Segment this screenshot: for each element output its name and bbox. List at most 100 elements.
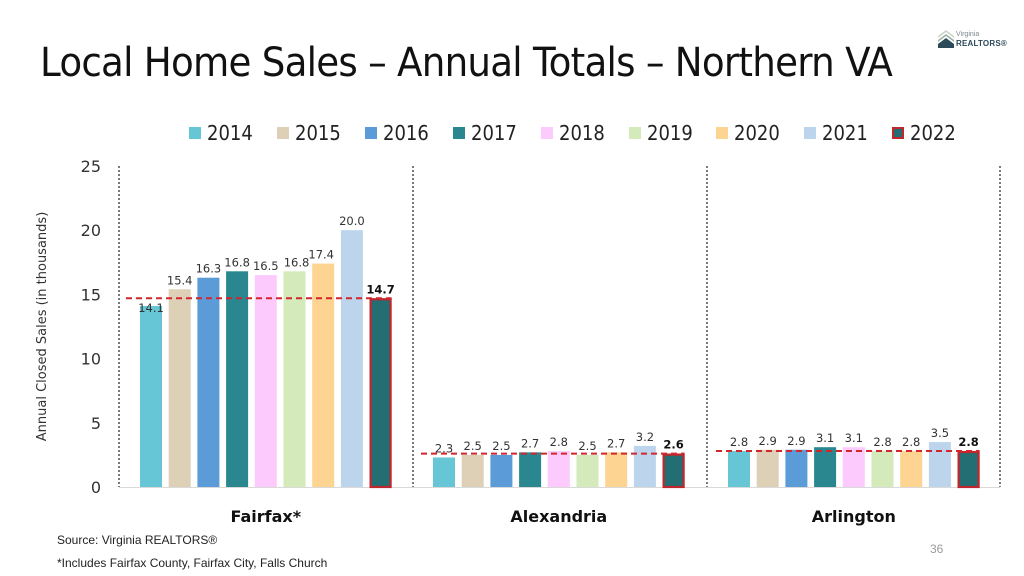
data-label: 2.5 <box>578 439 596 453</box>
virginia-realtors-logo: Virginia REALTORS® <box>938 30 1018 52</box>
category-label: Fairfax* <box>230 507 301 526</box>
bar-2020-fairfax <box>312 263 335 487</box>
y-tick-label: 20 <box>81 221 101 240</box>
bar-2017-fairfax <box>226 271 249 487</box>
data-label: 2.7 <box>521 436 539 450</box>
data-label: 3.5 <box>931 426 949 440</box>
legend-label: 2016 <box>382 121 429 145</box>
y-tick-label: 10 <box>81 350 101 369</box>
data-label: 2.8 <box>550 435 568 449</box>
data-label: 2.8 <box>902 435 920 449</box>
legend-label: 2020 <box>734 121 781 145</box>
chart-legend: 2014 2015 2016 2017 2018 2019 2020 2021 2022 <box>189 120 980 146</box>
bar-2020-alexandria <box>605 452 628 487</box>
legend-label: 2017 <box>470 121 517 145</box>
legend-item-2016: 2016 <box>364 121 434 145</box>
legend-item-2015: 2015 <box>276 121 346 145</box>
legend-swatch <box>364 127 377 139</box>
data-label: 2.6 <box>663 438 683 452</box>
bar-2015-fairfax <box>168 289 191 487</box>
bar-2019-alexandria <box>576 454 599 487</box>
bar-2022-alexandria <box>662 453 685 489</box>
data-label: 3.1 <box>816 431 834 445</box>
y-tick-label: 25 <box>81 157 101 176</box>
data-label: 2.8 <box>958 435 978 449</box>
source-note: Source: Virginia REALTORS® <box>57 533 218 547</box>
bar-2016-alexandria <box>490 454 513 487</box>
bar-2018-fairfax <box>254 275 277 487</box>
legend-label: 2022 <box>910 121 957 145</box>
data-label: 2.8 <box>730 435 748 449</box>
data-label: 14.7 <box>366 282 394 296</box>
data-label: 15.4 <box>167 273 193 287</box>
legend-label: 2019 <box>646 121 693 145</box>
legend-swatch <box>892 127 905 139</box>
bar-2015-alexandria <box>461 454 484 487</box>
bar-2014-arlington <box>728 451 750 487</box>
data-label: 16.5 <box>253 259 279 273</box>
legend-item-2020: 2020 <box>716 121 785 145</box>
bar-2022-fairfax <box>369 298 392 489</box>
data-label: 17.4 <box>308 248 334 262</box>
legend-label: 2018 <box>558 121 605 145</box>
legend-swatch <box>276 127 289 139</box>
bar-2022-arlington <box>957 450 980 489</box>
bar-2014-alexandria <box>433 457 455 487</box>
legend-swatch <box>628 127 641 139</box>
legend-swatch <box>452 127 465 139</box>
logo-text-virginia: Virginia <box>956 31 980 38</box>
data-label: 3.2 <box>636 430 654 444</box>
data-label: 3.1 <box>845 431 863 445</box>
slide-title: Local Home Sales – Annual Totals – North… <box>40 40 893 86</box>
data-label: 2.7 <box>607 436 625 450</box>
data-label: 16.3 <box>196 262 222 276</box>
data-label: 14.1 <box>138 301 164 315</box>
y-tick-label: 5 <box>91 414 101 433</box>
y-tick-label: 0 <box>91 478 101 497</box>
bar-2020-arlington <box>900 451 923 487</box>
legend-item-2014: 2014 <box>189 121 258 145</box>
legend-swatch <box>804 127 817 139</box>
legend-label: 2014 <box>207 121 253 145</box>
data-label: 20.0 <box>339 214 365 228</box>
bar-2016-arlington <box>785 449 808 487</box>
legend-label: 2021 <box>822 121 869 145</box>
legend-item-2018: 2018 <box>540 121 610 145</box>
legend-item-2021: 2021 <box>804 121 873 145</box>
bar-2019-arlington <box>871 451 894 487</box>
page-number: 36 <box>930 542 944 556</box>
bar-2015-arlington <box>756 449 779 487</box>
data-label: 2.5 <box>464 439 482 453</box>
bar-2018-arlington <box>842 447 865 487</box>
bar-2019-fairfax <box>283 271 306 487</box>
bar-2014-fairfax <box>140 305 162 487</box>
data-label: 2.3 <box>435 441 453 455</box>
legend-item-2019: 2019 <box>628 121 698 145</box>
bar-2016-fairfax <box>197 277 220 487</box>
bar-2021-fairfax <box>340 230 363 487</box>
logo-text-realtors: REALTORS® <box>956 39 1007 48</box>
data-label: 2.9 <box>759 434 777 448</box>
legend-swatch <box>540 127 553 139</box>
house-chevron-logo-icon <box>938 30 954 48</box>
bar-2018-alexandria <box>547 451 570 487</box>
category-label: Arlington <box>812 507 896 526</box>
data-label: 2.8 <box>873 435 891 449</box>
data-label: 16.8 <box>284 255 310 269</box>
bar-2017-arlington <box>814 447 837 487</box>
y-axis-label: Annual Closed Sales (in thousands) <box>35 212 50 442</box>
legend-swatch <box>189 127 201 139</box>
legend-item-2022: 2022 <box>892 121 961 145</box>
bar-2021-arlington <box>928 442 951 487</box>
data-label: 16.8 <box>224 255 250 269</box>
bar-2021-alexandria <box>633 445 656 487</box>
legend-label: 2015 <box>294 121 341 145</box>
y-tick-label: 15 <box>81 285 101 304</box>
legend-item-2017: 2017 <box>452 121 522 145</box>
legend-swatch <box>716 127 729 139</box>
category-label: Alexandria <box>510 507 607 526</box>
bar-2017-alexandria <box>519 452 542 487</box>
data-label: 2.9 <box>787 434 805 448</box>
footnote: *Includes Fairfax County, Fairfax City, … <box>57 556 328 570</box>
